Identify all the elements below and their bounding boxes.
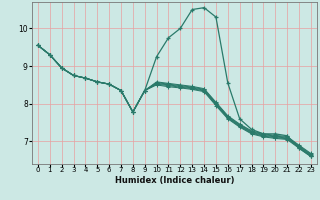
X-axis label: Humidex (Indice chaleur): Humidex (Indice chaleur) [115, 176, 234, 185]
